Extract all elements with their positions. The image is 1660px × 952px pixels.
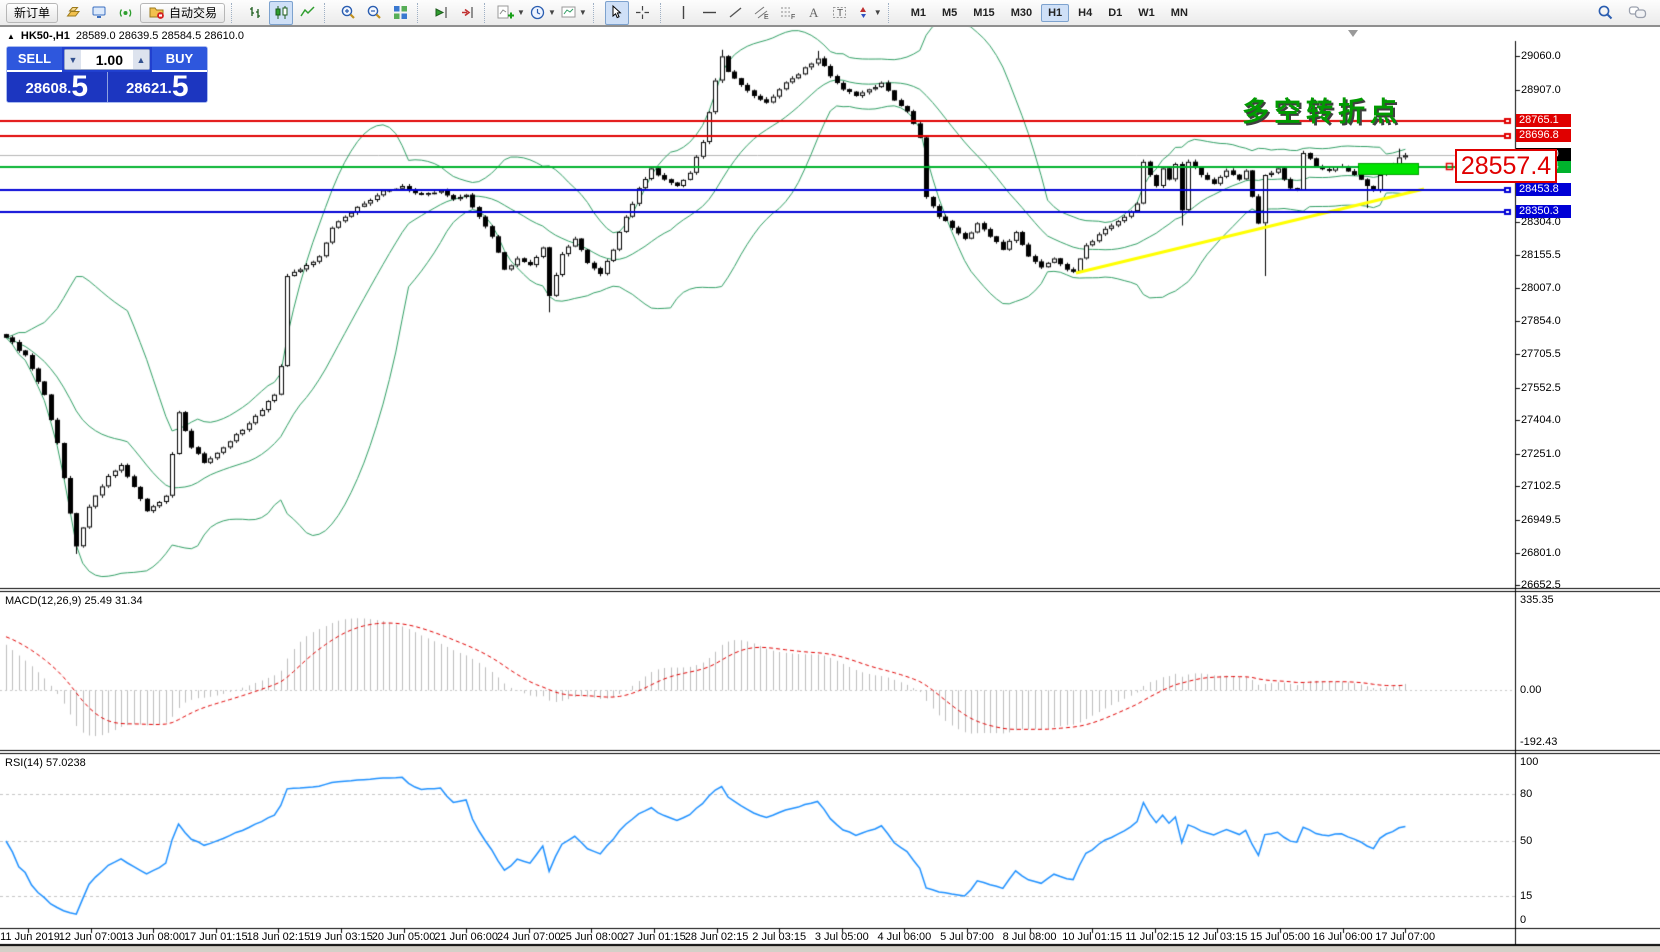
sell-price[interactable]: 28608. 5: [7, 72, 107, 102]
chevron-down-icon: ▼: [873, 8, 882, 17]
chat-icon[interactable]: [1625, 1, 1649, 25]
timeframe-h4-button[interactable]: H4: [1078, 6, 1093, 19]
tile-windows-icon[interactable]: [388, 1, 412, 25]
toolbar-separator: [417, 2, 424, 23]
svg-text:A: A: [809, 5, 819, 20]
search-icon[interactable]: [1593, 1, 1617, 25]
volume-stepper: ▼ 1.00 ▲: [64, 49, 150, 70]
timeframe-mn-button[interactable]: MN: [1170, 6, 1188, 19]
buy-price-dot: .: [167, 80, 172, 97]
folder-icon: [148, 3, 165, 23]
timeframe-m5-button[interactable]: M5: [942, 6, 958, 19]
toolbar-separator: [324, 2, 331, 23]
zoom-in-icon[interactable]: [336, 1, 360, 25]
chevron-down-icon: ▼: [68, 54, 78, 65]
signal-icon[interactable]: [113, 1, 137, 25]
auto-trading-label: 自动交易: [169, 6, 218, 20]
volume-increase-button[interactable]: ▲: [133, 50, 149, 69]
chevron-down-icon: ▼: [578, 8, 587, 17]
price-callout-label[interactable]: 28557.4: [1455, 149, 1557, 183]
crosshair-icon[interactable]: [631, 1, 655, 25]
symbol-label: HK50-,H1: [20, 30, 70, 42]
turning-point-annotation: 多空转折点: [1242, 97, 1402, 127]
cursor-icon[interactable]: [604, 0, 629, 25]
zoom-out-icon[interactable]: [362, 1, 386, 25]
svg-text:E: E: [764, 14, 769, 21]
buy-price[interactable]: 28621. 5: [108, 72, 208, 102]
new-order-label: 新订单: [14, 6, 51, 20]
timeframe-h1-button[interactable]: H1: [1041, 3, 1070, 22]
one-click-trading-panel: SELL ▼ 1.00 ▲ BUY 28608. 5 28621. 5: [6, 46, 208, 103]
toolbar-separator: [592, 2, 600, 23]
new-order-button[interactable]: 新订单: [6, 2, 59, 23]
volume-decrease-button[interactable]: ▼: [65, 50, 81, 69]
toolbar-separator: [659, 2, 667, 23]
auto-scroll-icon[interactable]: [429, 1, 453, 25]
vertical-line-tool-icon[interactable]: [672, 1, 696, 25]
equidistant-channel-tool-icon[interactable]: E: [750, 1, 774, 25]
sell-price-main: 28608: [25, 80, 68, 97]
text-label-tool-icon[interactable]: T: [828, 1, 852, 25]
volume-input[interactable]: 1.00: [95, 51, 123, 68]
timeframe-group: M1 M5 M15 M30 H1 H4 D1 W1 MN: [903, 3, 1196, 22]
indicators-icon[interactable]: ▼: [496, 1, 526, 25]
sell-price-dot: .: [67, 80, 72, 97]
timeframe-m1-button[interactable]: M1: [910, 6, 926, 19]
chevron-down-icon: ▼: [517, 8, 525, 17]
line-chart-icon[interactable]: [295, 1, 319, 25]
arrows-tool-icon[interactable]: ▼: [854, 1, 883, 25]
chart-shift-icon[interactable]: [455, 1, 479, 25]
timeframe-w1-button[interactable]: W1: [1138, 6, 1155, 19]
toolbar: 新订单 自动交易 ▼ ▼ ▼ E F A T ▼ M1 M5 M15 M30 H1 H4 D…: [0, 0, 1660, 27]
terminal-icon[interactable]: [87, 1, 111, 25]
chevron-down-icon: ▼: [547, 8, 556, 17]
auto-trading-button[interactable]: 自动交易: [140, 2, 226, 23]
gold-bars-icon[interactable]: [61, 1, 85, 25]
svg-text:F: F: [791, 14, 795, 21]
toolbar-separator: [231, 2, 238, 23]
trade-panel-divider: [106, 72, 108, 102]
chart-title: ▲ HK50-,H1 28589.0 28639.5 28584.5 28610…: [7, 30, 244, 42]
horizontal-line-tool-icon[interactable]: [698, 1, 722, 25]
periods-clock-icon[interactable]: ▼: [528, 1, 557, 25]
svg-text:T: T: [837, 8, 843, 19]
chart-shift-marker[interactable]: [1348, 30, 1358, 37]
trade-panel-controls: SELL ▼ 1.00 ▲ BUY: [7, 47, 207, 72]
buy-price-frac: 5: [171, 70, 189, 103]
ohlc-values: 28589.0 28639.5 28584.5 28610.0: [75, 30, 245, 42]
candlestick-chart-icon[interactable]: [269, 0, 294, 25]
toolbar-separator: [887, 2, 895, 23]
timeframe-m15-button[interactable]: M15: [973, 6, 995, 19]
timeframe-d1-button[interactable]: D1: [1108, 6, 1123, 19]
buy-button[interactable]: BUY: [152, 47, 207, 72]
fibonacci-tool-icon[interactable]: F: [776, 1, 800, 25]
toolbar-right-group: [1592, 1, 1656, 25]
timeframe-m30-button[interactable]: M30: [1010, 6, 1033, 19]
templates-icon[interactable]: ▼: [559, 1, 588, 25]
sell-price-frac: 5: [71, 70, 89, 103]
text-tool-icon[interactable]: A: [802, 1, 826, 25]
buy-price-main: 28621: [125, 80, 168, 97]
ohlc-bars-chart-icon[interactable]: [243, 1, 267, 25]
sell-button[interactable]: SELL: [7, 47, 62, 72]
trade-panel-prices: 28608. 5 28621. 5: [7, 72, 207, 102]
chevron-up-icon: ▲: [136, 54, 146, 65]
trendline-tool-icon[interactable]: [724, 1, 748, 25]
toolbar-separator: [484, 2, 491, 23]
symbol-collapse-icon[interactable]: ▲: [7, 31, 15, 41]
